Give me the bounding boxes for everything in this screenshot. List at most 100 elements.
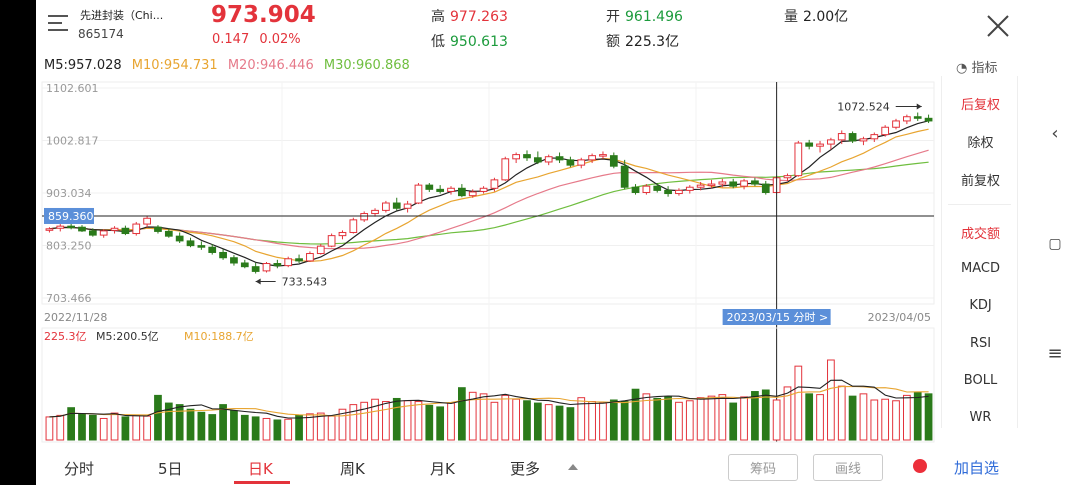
tab-monthly-k[interactable]: 月K <box>430 460 455 478</box>
candle-body <box>631 186 640 193</box>
chips-button[interactable]: 筹码 <box>728 454 798 481</box>
tab-5day[interactable]: 5日 <box>158 460 183 478</box>
side-item-boll[interactable]: BOLL <box>963 373 998 388</box>
volume-bar <box>425 404 434 441</box>
candle-body <box>555 156 564 161</box>
y-tick-label: 1002.817 <box>46 135 99 148</box>
back-icon[interactable]: ‹ <box>1051 122 1059 144</box>
volume-bar <box>620 401 629 441</box>
volume-bar <box>903 394 911 441</box>
record-dot-icon[interactable] <box>913 459 927 473</box>
side-item-turnover[interactable]: 成交额 <box>960 227 1000 242</box>
ma10-line <box>49 128 929 263</box>
volume-bar <box>588 401 596 441</box>
tab-daily-k[interactable]: 日K <box>248 460 273 478</box>
volume-ma5-line <box>49 379 929 419</box>
candle-body <box>566 159 575 166</box>
high-label: 高 <box>431 9 445 25</box>
volume-bar <box>251 416 260 441</box>
stock-name: 先进封装（Chi... <box>80 9 164 22</box>
side-item-forward-adjusted[interactable]: 前复权 <box>960 174 1000 189</box>
candle-body <box>175 235 184 242</box>
candle-body <box>468 191 477 197</box>
candle-body <box>859 138 868 142</box>
volume-bar <box>783 386 792 441</box>
volume-bar <box>479 393 488 441</box>
side-item-ex-rights[interactable]: 除权 <box>967 136 994 151</box>
candle-body <box>295 258 303 262</box>
add-watchlist-button[interactable]: 加自选 <box>954 459 1000 477</box>
side-item-kdj[interactable]: KDJ <box>969 298 992 313</box>
crosshair-date-tag <box>722 309 831 325</box>
side-item-back-adjusted[interactable]: 后复权 <box>960 98 1000 113</box>
candle-body <box>186 240 195 247</box>
candle-body <box>110 227 119 231</box>
candle-body <box>219 251 227 259</box>
volume-bar <box>827 359 835 441</box>
tab-more[interactable]: 更多 <box>510 460 541 478</box>
volume-bar <box>859 393 868 441</box>
draw-line-button[interactable]: 画线 <box>813 454 883 481</box>
volume-bar <box>685 400 694 441</box>
side-panel: 后复权 除权 前复权 成交额 MACD KDJ RSI BOLL WR <box>941 76 1018 428</box>
candle-body <box>533 157 542 163</box>
volume-bar <box>544 404 553 441</box>
candle-body <box>718 181 727 185</box>
open-label: 开 <box>606 9 620 25</box>
volume-bar <box>512 398 520 441</box>
candle-body <box>154 226 162 232</box>
volume-bar <box>653 397 662 441</box>
caret-up-icon[interactable] <box>568 464 578 470</box>
volume-bar <box>273 419 282 441</box>
system-nav-bar: ‹ ▢ ≡ <box>1030 0 1080 485</box>
volume-bar <box>230 410 238 441</box>
menu-icon[interactable] <box>48 14 68 32</box>
candle-body <box>816 143 824 147</box>
candle-body <box>544 156 553 163</box>
y-tick-label: 1102.601 <box>46 82 99 95</box>
candle-body <box>501 158 510 181</box>
tab-active-underline <box>234 481 290 484</box>
volume-ma10-line <box>49 385 929 418</box>
home-icon[interactable]: ▢ <box>1048 236 1062 252</box>
max-price-label: 1072.524 <box>837 101 890 114</box>
volume-bar <box>99 417 108 441</box>
candle-body <box>414 184 423 204</box>
close-icon[interactable] <box>986 14 1010 38</box>
recents-icon[interactable]: ≡ <box>1047 342 1063 364</box>
volume-bar <box>360 401 369 441</box>
ma20-line <box>49 149 929 250</box>
candle-body <box>371 209 379 215</box>
volume-bar <box>599 402 607 441</box>
candle-body <box>924 117 933 122</box>
tab-intraday[interactable]: 分时 <box>64 460 95 478</box>
candle-body <box>903 116 911 122</box>
last-price: 973.904 <box>211 2 316 28</box>
volume-bar <box>805 393 814 441</box>
volume-bar <box>675 401 683 441</box>
volume-bar <box>794 365 803 441</box>
candle-body <box>88 230 97 236</box>
volume-bar <box>382 401 390 441</box>
side-item-macd[interactable]: MACD <box>961 261 1000 276</box>
candle-body <box>67 225 75 229</box>
side-item-rsi[interactable]: RSI <box>969 336 992 351</box>
side-item-wr[interactable]: WR <box>969 410 992 425</box>
volume-bar <box>837 385 846 441</box>
date-end-label: 2023/04/05 <box>868 311 931 324</box>
indicator-link[interactable]: ◔ 指标 <box>956 57 998 76</box>
candle-body <box>837 133 846 141</box>
volume-panel-border <box>41 327 935 443</box>
volume-bar <box>219 404 227 441</box>
candle-body <box>164 230 173 237</box>
candle-body <box>240 262 249 268</box>
kline-chart[interactable]: 1102.601 1002.817 903.034 803.250 703.466 859… <box>36 76 941 446</box>
volume-bar <box>392 397 401 441</box>
tab-weekly-k[interactable]: 周K <box>340 460 365 478</box>
volume-bar <box>609 399 618 441</box>
candle-body <box>729 181 738 187</box>
volume-bar <box>121 416 130 441</box>
volume-bar <box>447 402 455 441</box>
candle-body <box>805 142 814 147</box>
volume-bar <box>110 412 119 441</box>
